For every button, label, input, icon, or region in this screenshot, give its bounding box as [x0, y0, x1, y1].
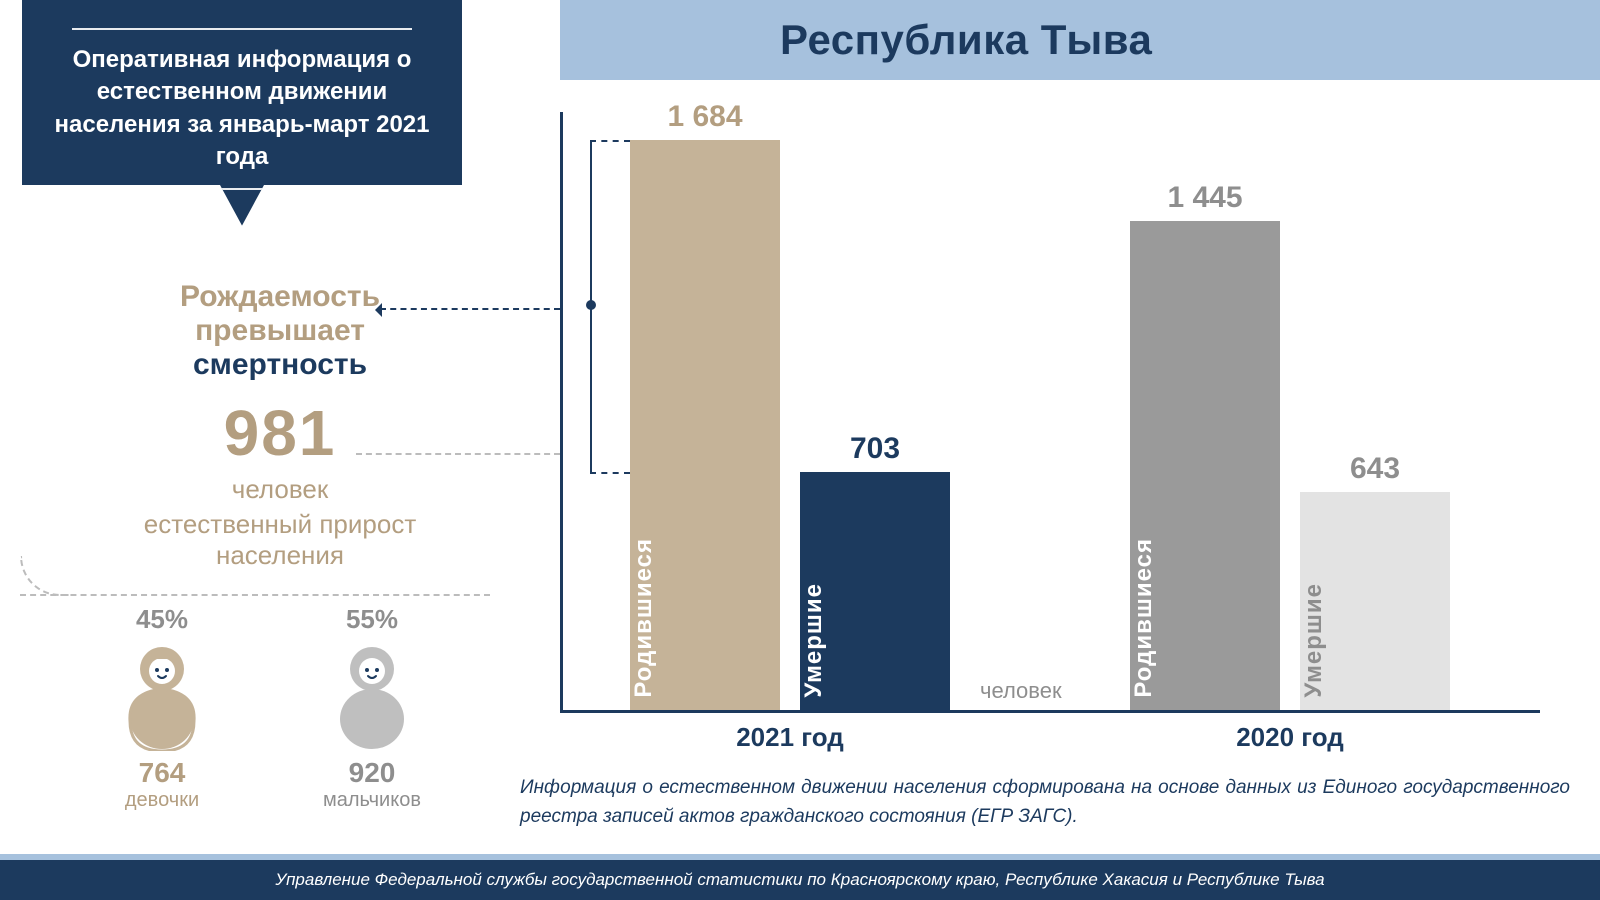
bar-series-label: Родившиеся	[1130, 538, 1280, 698]
bar-series-label: Родившиеся	[630, 538, 780, 698]
summary-line2: превышает	[80, 314, 480, 348]
bar-value-label: 1 684	[630, 100, 780, 134]
connector-curve	[20, 556, 70, 596]
bar-chart: 1 684Родившиеся703Умершие1 445Родившиеся…	[560, 100, 1560, 820]
baby-girls: 45% 764 девочки	[119, 604, 205, 812]
connector-bottom	[356, 453, 560, 455]
page-title: Республика Тыва	[780, 16, 1152, 64]
bar-series-label: Умершие	[800, 583, 950, 698]
boys-label: мальчиков	[323, 789, 421, 812]
axis-y	[560, 112, 563, 712]
boys-pct: 55%	[323, 604, 421, 635]
girls-count: 764	[119, 757, 205, 789]
footer-bar: Управление Федеральной службы государств…	[0, 860, 1600, 900]
bar-value-label: 1 445	[1130, 181, 1280, 215]
summary-line4a: человек	[80, 474, 480, 505]
badge-text: Оперативная информация о естественном дв…	[52, 30, 432, 188]
girls-pct: 45%	[119, 604, 205, 635]
footnote: Информация о естественном движении насел…	[520, 774, 1570, 831]
bar-series-label: Умершие	[1300, 583, 1450, 698]
title-band: Республика Тыва	[560, 0, 1600, 80]
info-badge: Оперативная информация о естественном дв…	[22, 0, 462, 226]
bar-b2020_died: 643Умершие	[1300, 492, 1450, 710]
bar-b2020_born: 1 445Родившиеся	[1130, 221, 1280, 710]
baby-boy-icon	[329, 641, 415, 751]
footer-text: Управление Федеральной службы государств…	[275, 870, 1324, 890]
bar-b2021_born: 1 684Родившиеся	[630, 140, 780, 710]
unit-label: человек	[980, 678, 1062, 704]
year-2020: 2020 год	[1130, 722, 1450, 753]
summary-line3: смертность	[80, 348, 480, 382]
bar-b2021_died: 703Умершие	[800, 472, 950, 710]
baby-boys: 55% 920 мальчиков	[323, 604, 421, 812]
girls-label: девочки	[119, 789, 205, 812]
year-2021: 2021 год	[630, 722, 950, 753]
bar-value-label: 703	[800, 432, 950, 466]
baby-divider	[20, 594, 490, 596]
boys-count: 920	[323, 757, 421, 789]
badge-rule-top	[72, 28, 412, 30]
summary-block: Рождаемость превышает смертность 981 чел…	[80, 280, 480, 572]
summary-big-number: 981	[80, 396, 480, 470]
babies-row: 45% 764 девочки 55% 920	[60, 604, 480, 812]
baby-girl-icon	[119, 641, 205, 751]
bar-value-label: 643	[1300, 452, 1450, 486]
axis-x	[560, 710, 1540, 713]
summary-line4b: естественный прирост населения	[80, 509, 480, 571]
connector-top	[380, 308, 560, 310]
badge-rule-bottom	[72, 188, 412, 190]
